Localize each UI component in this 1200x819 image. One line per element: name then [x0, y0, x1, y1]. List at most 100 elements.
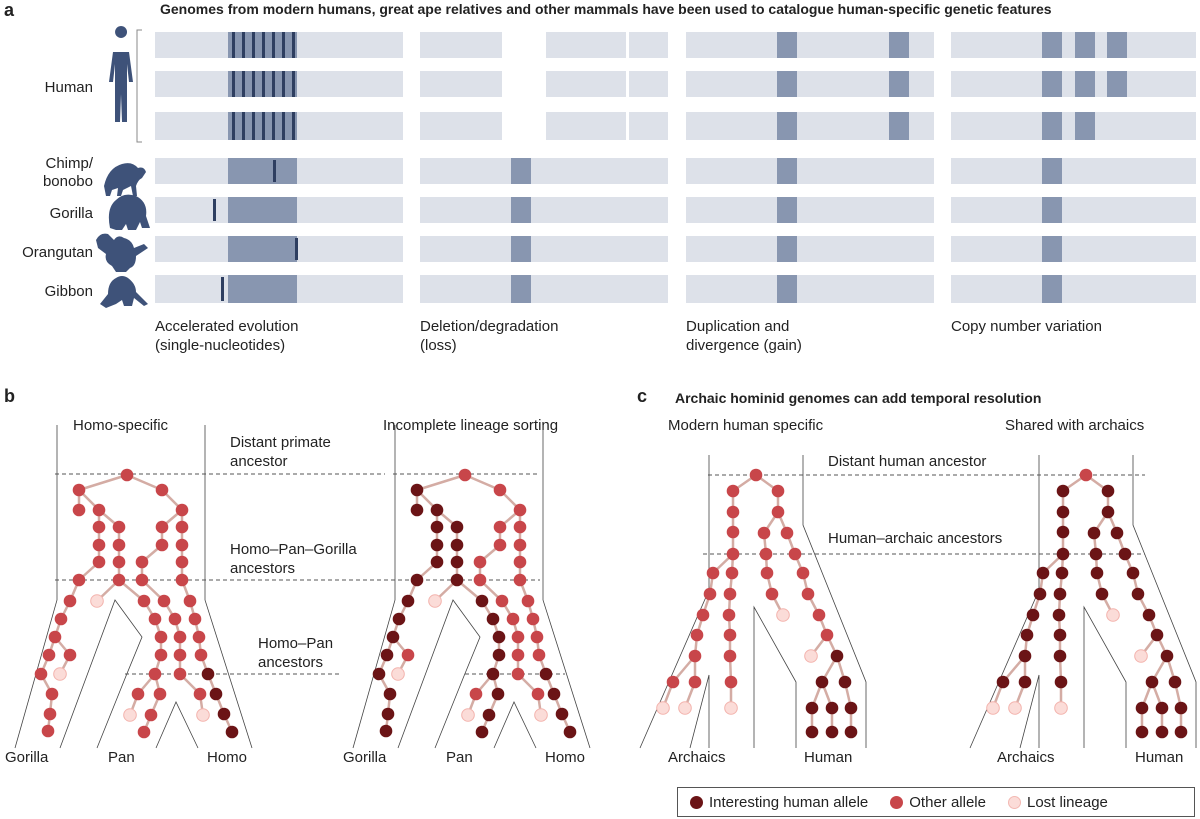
tree-edge — [416, 561, 438, 581]
tree-edge — [199, 654, 210, 675]
tree-edge — [1150, 681, 1164, 709]
column-label-deletion: Deletion/degradation (loss) — [420, 318, 559, 354]
interesting-allele-node — [1053, 587, 1067, 601]
other-allele-node — [54, 612, 68, 626]
tree-title-modern-human: Modern human specific — [668, 417, 824, 434]
substitution-mark — [272, 71, 275, 97]
tree-edge — [179, 673, 201, 695]
tree-edge — [1136, 593, 1151, 616]
human-bracket — [136, 29, 142, 143]
tree-edge — [59, 600, 72, 620]
tree-edge — [98, 509, 120, 528]
tree-edge — [142, 600, 157, 620]
tree-edge — [526, 600, 535, 620]
tree-edge — [511, 618, 520, 638]
panel-b-letter: b — [4, 386, 15, 406]
other-allele-node — [723, 628, 737, 642]
tree-edge — [391, 618, 401, 638]
interesting-allele-node — [1174, 701, 1188, 715]
interesting-allele-node — [201, 667, 215, 681]
interesting-allele-node — [450, 555, 464, 569]
interesting-allele-node — [225, 725, 239, 739]
other-allele-node — [175, 555, 189, 569]
interesting-allele-node — [1053, 628, 1067, 642]
other-allele-node — [706, 566, 720, 580]
genome-bar — [951, 112, 1196, 140]
species-tree-outline — [155, 701, 199, 749]
interesting-allele-node — [450, 573, 464, 587]
tree-edge — [536, 693, 543, 716]
other-allele-node — [726, 505, 740, 519]
tree-edge — [491, 654, 501, 675]
interesting-allele-node — [1155, 725, 1169, 739]
tree-edge — [1092, 511, 1110, 534]
genome-bar — [546, 112, 626, 140]
tree-edge — [1140, 634, 1158, 657]
interesting-allele-node — [209, 687, 223, 701]
other-allele-node — [401, 648, 415, 662]
column-label-duplication: Duplication and divergence (gain) — [686, 318, 802, 354]
other-allele-node — [112, 520, 126, 534]
species-tree-outline — [204, 425, 253, 749]
copy-region — [1042, 32, 1062, 58]
tree-edge — [128, 693, 140, 716]
tree-edge — [793, 553, 805, 574]
tree-edge — [1092, 532, 1098, 555]
interesting-allele-node — [392, 612, 406, 626]
other-allele-node — [175, 573, 189, 587]
tree-edge — [728, 655, 733, 683]
other-allele-node — [723, 649, 737, 663]
tree-edge — [377, 654, 389, 675]
tree-edge — [78, 489, 100, 511]
other-allele-node — [513, 503, 527, 517]
interesting-allele-node — [815, 675, 829, 689]
interesting-allele-node — [1018, 649, 1032, 663]
other-allele-node — [92, 503, 106, 517]
interesting-allele-node — [1087, 526, 1101, 540]
other-allele-node — [41, 724, 55, 738]
interesting-allele-node — [381, 707, 395, 721]
ancestor-label-homo-pan: Homo–Pan ancestors — [258, 635, 334, 671]
tree-edge — [386, 693, 392, 715]
other-allele-node — [725, 566, 739, 580]
tree-edge — [180, 579, 192, 602]
tree-edge — [1042, 553, 1064, 574]
other-allele-node — [144, 708, 158, 722]
tree-edge — [517, 673, 539, 695]
interesting-allele-node — [1110, 526, 1124, 540]
other-allele-node — [511, 667, 525, 681]
column-label-accelerated: Accelerated evolution (single-nucleotide… — [155, 318, 299, 354]
duplicated-region — [889, 32, 909, 58]
tree-edge — [785, 532, 797, 555]
legend-dot-icon — [1007, 795, 1021, 809]
tree-edge — [1038, 572, 1045, 595]
tip-pan-1: Pan — [108, 749, 135, 766]
interesting-allele-node — [1135, 701, 1149, 715]
substitution-mark — [252, 71, 255, 97]
tree-edge — [820, 681, 834, 709]
interesting-allele-node — [450, 520, 464, 534]
deleted-region — [511, 158, 531, 184]
tree-edge — [153, 673, 162, 695]
tree-edge — [153, 618, 163, 638]
tree-edge — [416, 473, 466, 492]
genome-bar — [420, 236, 668, 262]
tree-edge — [487, 693, 500, 716]
copy-region — [1107, 71, 1127, 97]
genome-bar — [420, 197, 668, 223]
panel-c-letter: c — [637, 386, 648, 406]
other-allele-node — [820, 628, 834, 642]
genome-bar — [686, 197, 934, 223]
interesting-allele-node — [1018, 675, 1032, 689]
other-allele-node — [153, 687, 167, 701]
accelerated-region — [228, 197, 297, 223]
tree-edge — [810, 681, 824, 709]
interesting-allele-node — [805, 725, 819, 739]
interesting-allele-node — [1095, 587, 1109, 601]
lost-lineage-node — [724, 701, 738, 715]
species-tree-outline — [689, 674, 710, 749]
species-label-chimp: Chimp/ bonobo — [42, 155, 93, 190]
other-allele-node — [135, 573, 149, 587]
tree-edge — [436, 509, 458, 528]
tree-edge — [214, 693, 226, 715]
